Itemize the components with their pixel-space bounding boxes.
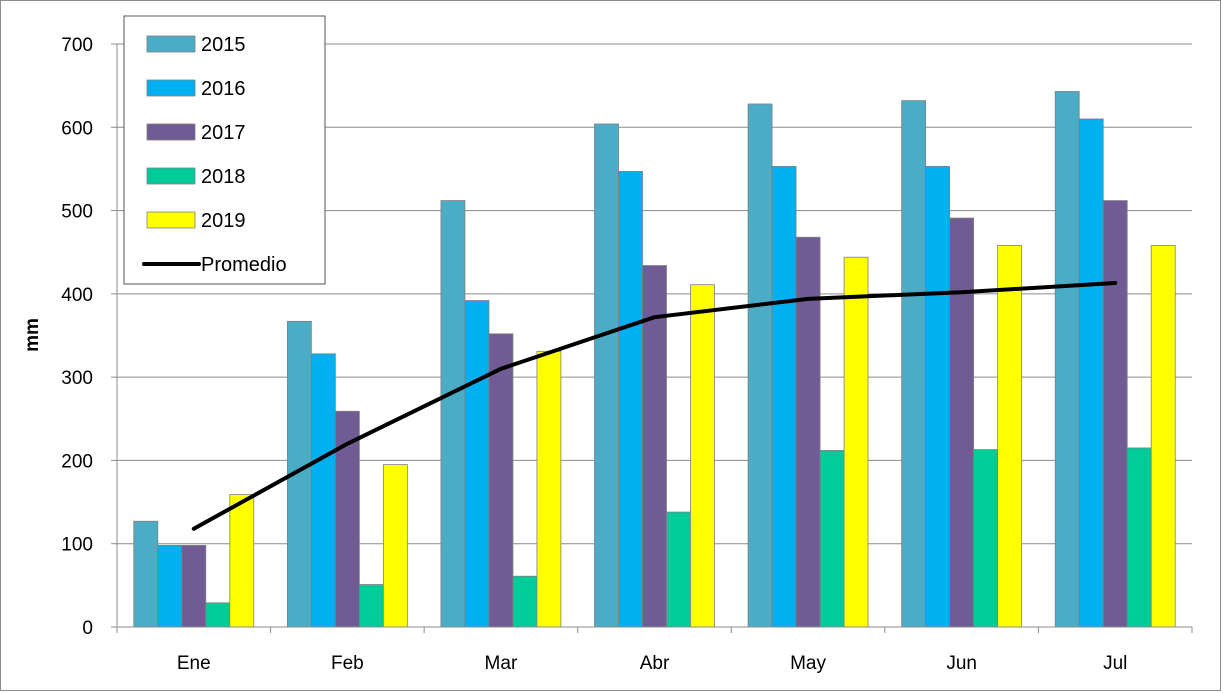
bars (133, 91, 1176, 628)
bar-2015-Mar (440, 200, 466, 628)
x-tick-label: Mar (485, 653, 518, 674)
y-tick-label: 400 (61, 285, 93, 306)
bar-2018-Jul (1126, 447, 1152, 628)
y-tick-label: 700 (61, 35, 93, 56)
bar-2015-Ene (133, 520, 159, 628)
bar-2019-Jul (1150, 245, 1176, 628)
y-tick-labels: 0 100 200 300 400 500 600 700 (61, 35, 93, 639)
bar-2016-Mar (464, 300, 490, 628)
bar-2018-Mar (512, 575, 538, 628)
bar-2015-Jun (901, 100, 927, 628)
y-tick-label: 300 (61, 368, 93, 389)
x-tick-label: Abr (640, 653, 670, 674)
bar-2017-Jun (949, 217, 975, 628)
bar-2016-Abr (618, 171, 643, 628)
legend-swatch-2016 (146, 79, 196, 97)
bar-2015-Jul (1054, 91, 1080, 628)
y-tick-label: 600 (61, 118, 93, 139)
legend-swatch-2015 (146, 35, 196, 53)
bar-2016-May (771, 166, 797, 628)
bar-2016-Jun (925, 166, 951, 628)
legend-swatch-2019 (146, 211, 196, 229)
bar-2017-Jul (1102, 200, 1128, 628)
bar-2019-Feb (382, 464, 408, 628)
axes (111, 43, 1193, 633)
y-tick-label: 100 (61, 535, 93, 556)
bar-2018-Ene (205, 602, 231, 628)
legend-label-Promedio: Promedio (201, 254, 287, 276)
legend-label-2019: 2019 (201, 210, 246, 232)
line-Promedio (191, 281, 1118, 531)
legend-swatch-2017 (146, 123, 196, 141)
legend-label-2017: 2017 (201, 122, 246, 144)
bar-2016-Jul (1078, 118, 1104, 628)
legend: 2015 2016 2017 2018 2019 Promedio (123, 15, 326, 285)
bar-2019-Abr (690, 284, 715, 628)
bar-2019-Ene (229, 494, 255, 628)
bar-2017-May (795, 236, 821, 628)
y-tick-label: 200 (61, 451, 93, 472)
y-tick-label: 0 (82, 618, 93, 639)
legend-label-2016: 2016 (201, 78, 246, 100)
bar-2015-May (747, 103, 773, 628)
bar-2019-May (843, 256, 869, 628)
bar-2019-Mar (536, 350, 562, 628)
legend-label-2015: 2015 (201, 34, 246, 56)
legend-box (123, 15, 326, 285)
bar-2018-Jun (973, 449, 999, 628)
bar-2016-Ene (157, 544, 183, 628)
bar-2015-Abr (594, 123, 619, 628)
bar-2018-Abr (666, 511, 691, 628)
bar-2019-Jun (997, 245, 1023, 628)
bar-2017-Mar (488, 333, 514, 628)
x-tick-label: Jul (1103, 653, 1127, 674)
legend-swatch-2018 (146, 167, 196, 185)
average-line (191, 281, 1118, 531)
bar-2018-May (819, 450, 845, 628)
bar-2017-Ene (181, 544, 207, 628)
legend-label-2018: 2018 (201, 166, 246, 188)
bar-2017-Abr (642, 265, 667, 628)
y-tick-label: 500 (61, 202, 93, 223)
x-tick-label: Jun (946, 653, 977, 674)
x-tick-label: May (790, 653, 826, 674)
bar-2016-Feb (310, 353, 336, 628)
y-axis-label: mm (22, 318, 43, 352)
x-tick-labels: Ene Feb Mar Abr May Jun Jul (177, 653, 1127, 674)
x-tick-label: Ene (177, 653, 211, 674)
x-tick-label: Feb (331, 653, 364, 674)
bar-2018-Feb (358, 584, 384, 628)
